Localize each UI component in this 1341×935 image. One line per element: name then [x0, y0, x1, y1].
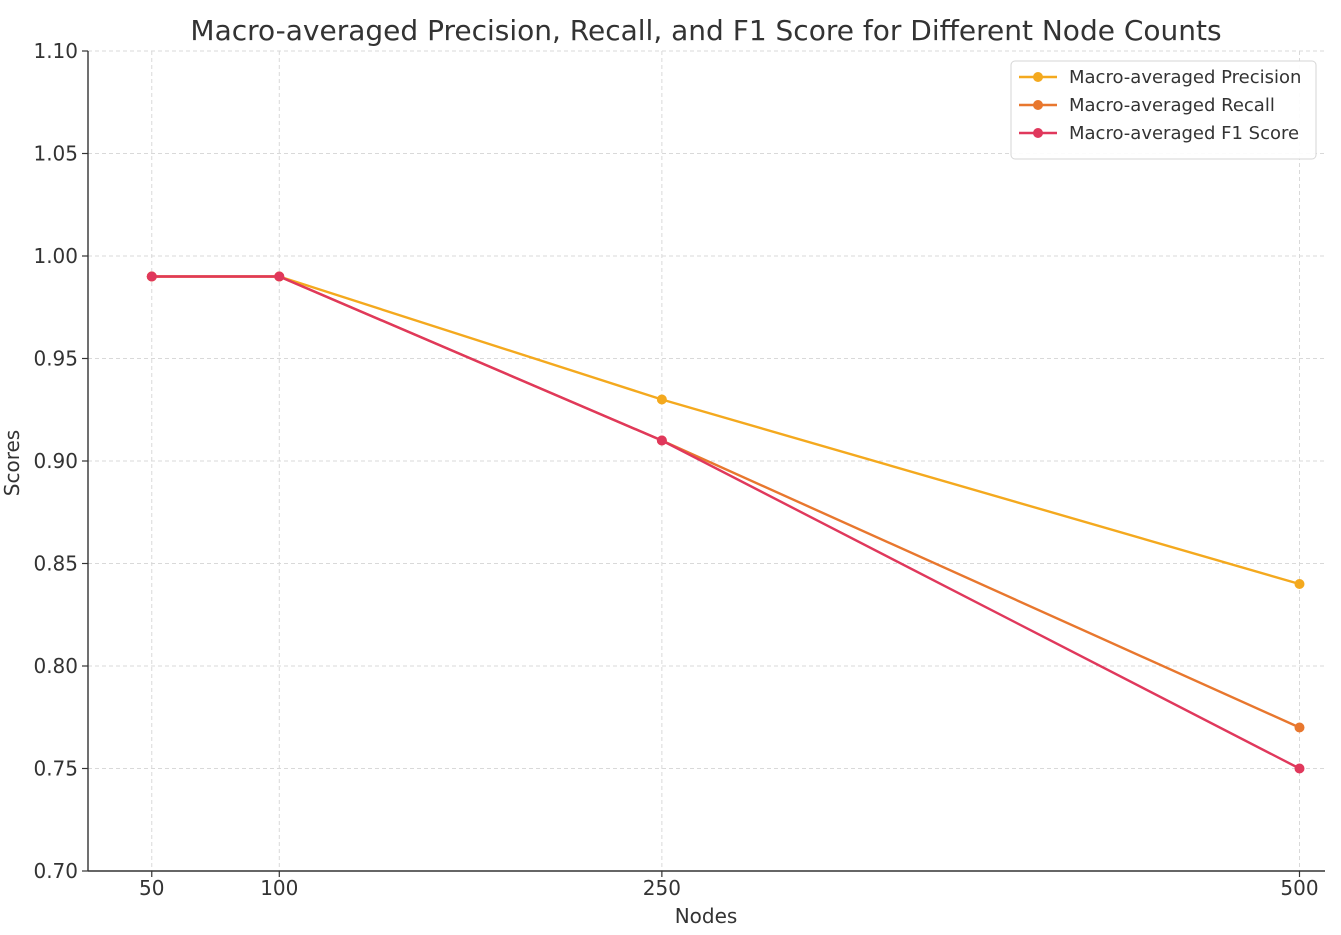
series-line-0: [151, 275, 1300, 586]
y-axis-label: Scores: [0, 430, 24, 496]
legend: Macro-averaged Precision Macro-averaged R…: [1010, 60, 1317, 160]
y-tick-label-7: 1.05: [33, 142, 78, 166]
series-line-2: [151, 275, 1301, 770]
series-layer: [146, 271, 1305, 774]
legend-label-0: Macro-averaged Precision: [1069, 67, 1301, 88]
legend-swatch-marker-0: [1033, 72, 1043, 82]
y-tick-label-1: 0.75: [33, 757, 78, 781]
series-2-point-2: [656, 435, 667, 446]
x-tick-label-2: 250: [643, 876, 681, 900]
legend-label-1: Macro-averaged Recall: [1069, 95, 1275, 116]
legend-swatch-marker-2: [1033, 128, 1043, 138]
x-tick-label-0: 50: [139, 876, 164, 900]
axis-layer: 0.70 0.75 0.80 0.85 0.90 0.95 1.00 1.05 1.10 50 10…: [33, 39, 1325, 900]
x-axis-label: Nodes: [675, 904, 738, 928]
series-2-point-1: [274, 271, 285, 282]
series-line-1: [151, 275, 1300, 729]
y-tick-label-0: 0.70: [33, 859, 78, 883]
y-tick-label-8: 1.10: [33, 39, 78, 63]
series-2-point-3: [1294, 763, 1305, 774]
x-tick-label-3: 500: [1280, 876, 1318, 900]
series-0-point-3: [1294, 579, 1305, 589]
x-tick-label-1: 100: [260, 876, 298, 900]
y-tick-label-2: 0.80: [33, 654, 78, 678]
y-tick-label-3: 0.85: [33, 552, 78, 576]
legend-label-2: Macro-averaged F1 Score: [1069, 123, 1299, 144]
series-0-point-2: [656, 394, 667, 405]
y-tick-label-4: 0.90: [33, 449, 78, 473]
series-2-point-0: [146, 271, 157, 282]
chart-title: Macro-averaged Precision, Recall, and F1…: [190, 14, 1221, 47]
series-1-point-3: [1294, 722, 1305, 733]
y-tick-label-5: 0.95: [33, 347, 78, 371]
legend-swatch-marker-1: [1033, 100, 1043, 110]
legend-box: [1010, 60, 1317, 160]
y-tick-label-6: 1.00: [33, 244, 78, 268]
